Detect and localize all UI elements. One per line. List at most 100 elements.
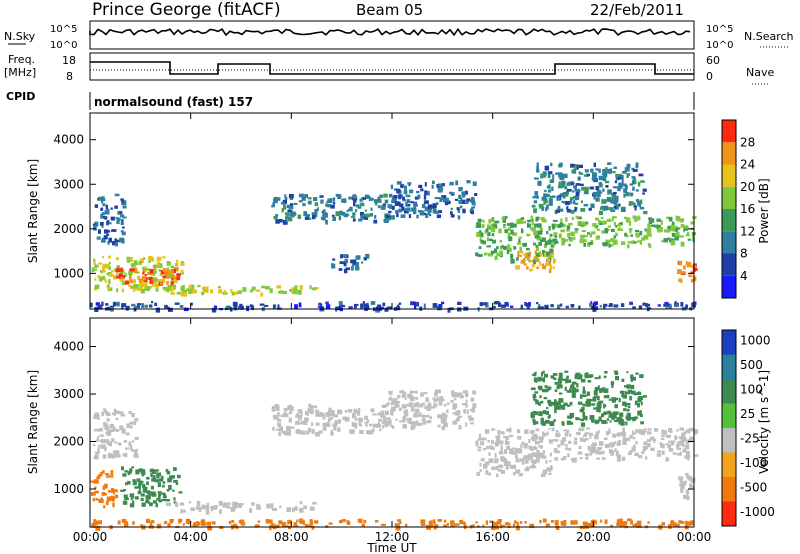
heatmap-cell <box>482 240 486 245</box>
heatmap-cell <box>232 301 238 307</box>
heatmap-cell <box>594 520 597 525</box>
heatmap-cell <box>390 408 393 411</box>
heatmap-cell <box>574 206 577 212</box>
heatmap-cell <box>251 305 254 311</box>
heatmap-cell <box>683 228 689 231</box>
heatmap-cell <box>565 201 570 206</box>
heatmap-cell <box>408 402 414 408</box>
heatmap-region-9 <box>530 370 647 427</box>
heatmap-cell <box>539 438 543 443</box>
heatmap-cell <box>502 246 507 250</box>
heatmap-cell <box>422 402 426 406</box>
heatmap-cell <box>572 169 577 174</box>
heatmap-cell <box>483 463 488 469</box>
heatmap-cell <box>101 239 106 243</box>
heatmap-cell <box>535 380 538 383</box>
heatmap-cell <box>443 195 446 199</box>
heatmap-cell <box>507 462 511 467</box>
heatmap-cell <box>618 184 623 187</box>
heatmap-cell <box>120 489 125 492</box>
heatmap-cell <box>548 467 552 472</box>
heatmap-cell <box>139 258 144 263</box>
heatmap-cell <box>548 255 552 260</box>
heatmap-cell <box>441 398 445 401</box>
heatmap-cell <box>609 412 613 417</box>
heatmap-cell <box>413 201 417 205</box>
heatmap-cell <box>96 476 101 480</box>
heatmap-cell <box>635 162 639 167</box>
heatmap-cell <box>552 258 557 262</box>
heatmap-cell <box>494 441 499 446</box>
heatmap-cell <box>669 238 673 243</box>
heatmap-cell <box>480 232 484 238</box>
heatmap-cell <box>496 520 501 525</box>
heatmap-cell <box>414 304 417 309</box>
heatmap-cell <box>570 385 573 389</box>
heatmap-cell <box>266 520 270 523</box>
heatmap-cell <box>540 473 546 478</box>
heatmap-cell <box>488 458 494 463</box>
heatmap-cell <box>291 287 296 291</box>
heatmap-cell <box>626 371 629 374</box>
heatmap-cell <box>123 521 129 526</box>
heatmap-cell <box>432 208 436 214</box>
heatmap-cell <box>470 397 475 402</box>
heatmap-cell <box>406 403 411 407</box>
heatmap-cell <box>110 207 113 210</box>
heatmap-cell <box>283 203 286 208</box>
heatmap-cell <box>507 244 511 250</box>
heatmap-cell <box>642 188 647 192</box>
heatmap-cell <box>603 395 609 399</box>
heatmap-cell <box>119 276 124 279</box>
heatmap-cell <box>344 409 348 413</box>
heatmap-cell <box>407 393 410 399</box>
heatmap-cell <box>137 275 140 280</box>
heatmap-cell <box>538 203 544 208</box>
heatmap-cell <box>107 453 113 459</box>
heatmap-cell <box>108 262 111 265</box>
heatmap-cell <box>550 252 554 255</box>
heatmap-cell <box>582 403 585 407</box>
heatmap-cell <box>602 176 606 181</box>
heatmap-cell <box>496 437 501 440</box>
heatmap-cell <box>218 289 223 294</box>
heatmap-cell <box>275 214 278 217</box>
heatmap-cell <box>533 259 536 265</box>
heatmap-cell <box>510 258 515 264</box>
heatmap-cell <box>496 440 501 444</box>
heatmap-cell <box>629 301 633 305</box>
heatmap-cell <box>545 460 548 464</box>
heatmap-cell <box>110 428 115 432</box>
heatmap-cell <box>678 235 684 238</box>
heatmap-cell <box>560 520 565 526</box>
heatmap-cell <box>648 217 652 220</box>
heatmap-cell <box>531 218 534 222</box>
heatmap-cell <box>416 190 420 194</box>
heatmap-cell <box>608 428 611 433</box>
heatmap-cell <box>523 254 527 256</box>
heatmap-cell <box>580 418 584 422</box>
heatmap-cell <box>579 394 583 399</box>
heatmap-cell <box>613 166 617 169</box>
heatmap-cell <box>532 437 536 442</box>
heatmap-cell <box>369 213 374 217</box>
heatmap-cell <box>434 392 438 397</box>
heatmap-cell <box>113 489 118 493</box>
heatmap-cell <box>512 232 518 236</box>
heatmap-cell <box>331 410 335 415</box>
heatmap-cell <box>137 303 141 306</box>
heatmap-cell <box>359 202 365 207</box>
heatmap-cell <box>671 226 676 232</box>
heatmap-cell <box>235 502 238 505</box>
heatmap-cell <box>282 290 288 294</box>
heatmap-cell <box>131 495 135 499</box>
heatmap-cell <box>416 214 419 219</box>
heatmap-cell <box>328 522 333 525</box>
heatmap-cell <box>621 179 624 184</box>
heatmap-cell <box>417 194 421 199</box>
heatmap-cell <box>312 287 317 291</box>
heatmap-cell <box>119 278 125 282</box>
heatmap-cell <box>149 268 154 274</box>
heatmap-cell <box>479 433 482 439</box>
heatmap-cell <box>352 414 355 419</box>
